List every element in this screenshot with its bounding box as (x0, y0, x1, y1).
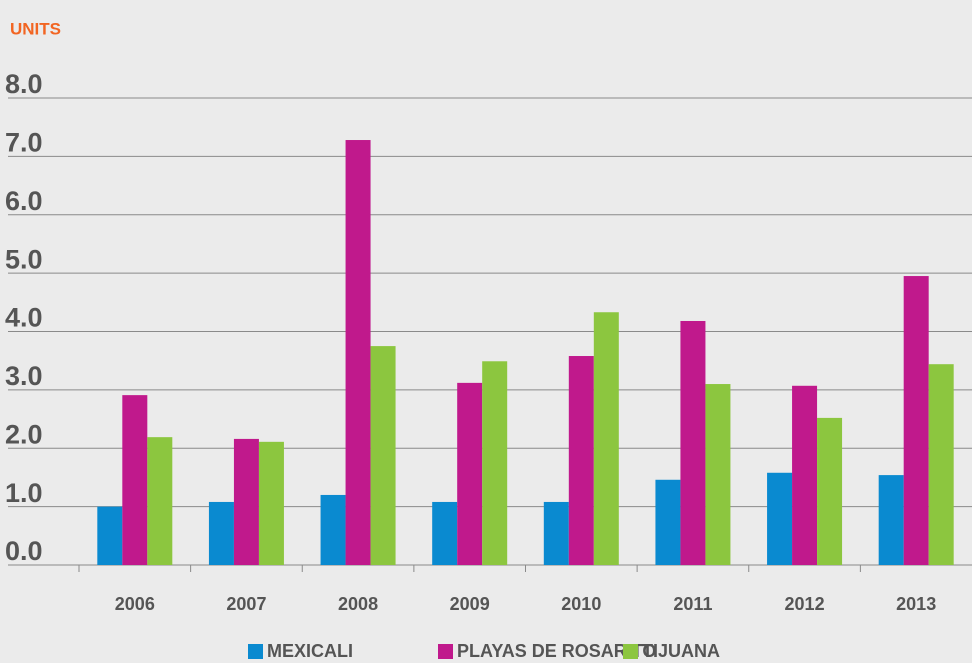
bar (680, 320, 706, 565)
x-tick-label: 2008 (338, 594, 378, 614)
y-tick-label: 8.0 (5, 69, 43, 99)
legend-label: TIJUANA (642, 641, 720, 661)
bar (817, 417, 843, 565)
bar (482, 361, 508, 565)
x-tick-label: 2009 (450, 594, 490, 614)
x-tick-label: 2013 (896, 594, 936, 614)
legend-label: MEXICALI (267, 641, 353, 661)
bar (147, 437, 173, 565)
bar (705, 384, 731, 565)
legend-label: PLAYAS DE ROSARITO (457, 641, 656, 661)
x-tick-label: 2011 (673, 594, 712, 614)
bar (208, 501, 234, 565)
bar (233, 438, 259, 565)
bar (543, 501, 569, 565)
chart-title: UNITS (10, 19, 61, 38)
bar (457, 382, 483, 565)
bar (97, 506, 123, 565)
y-tick-label: 4.0 (5, 303, 43, 333)
bar (928, 364, 954, 565)
y-tick-label: 6.0 (5, 186, 43, 216)
bar (655, 479, 681, 565)
bar (370, 346, 396, 565)
bar (792, 385, 818, 565)
bar (903, 276, 929, 565)
y-tick-label: 3.0 (5, 361, 43, 391)
bar (258, 441, 284, 565)
y-tick-label: 5.0 (5, 244, 43, 274)
legend-swatch (248, 644, 263, 659)
bar (345, 140, 371, 565)
x-tick-label: 2006 (115, 594, 155, 614)
y-tick-label: 7.0 (5, 128, 43, 158)
y-tick-label: 2.0 (5, 419, 43, 449)
x-tick-label: 2010 (561, 594, 601, 614)
bar (593, 312, 619, 565)
bar (122, 395, 148, 565)
bar (320, 494, 346, 565)
bar (767, 472, 793, 565)
bar (432, 501, 458, 565)
y-tick-label: 0.0 (5, 536, 43, 566)
x-tick-label: 2007 (226, 594, 266, 614)
legend-swatch (438, 644, 453, 659)
x-tick-label: 2012 (785, 594, 825, 614)
y-tick-label: 1.0 (5, 478, 43, 508)
legend-swatch (623, 644, 638, 659)
bar (568, 356, 594, 565)
bar (878, 475, 904, 565)
